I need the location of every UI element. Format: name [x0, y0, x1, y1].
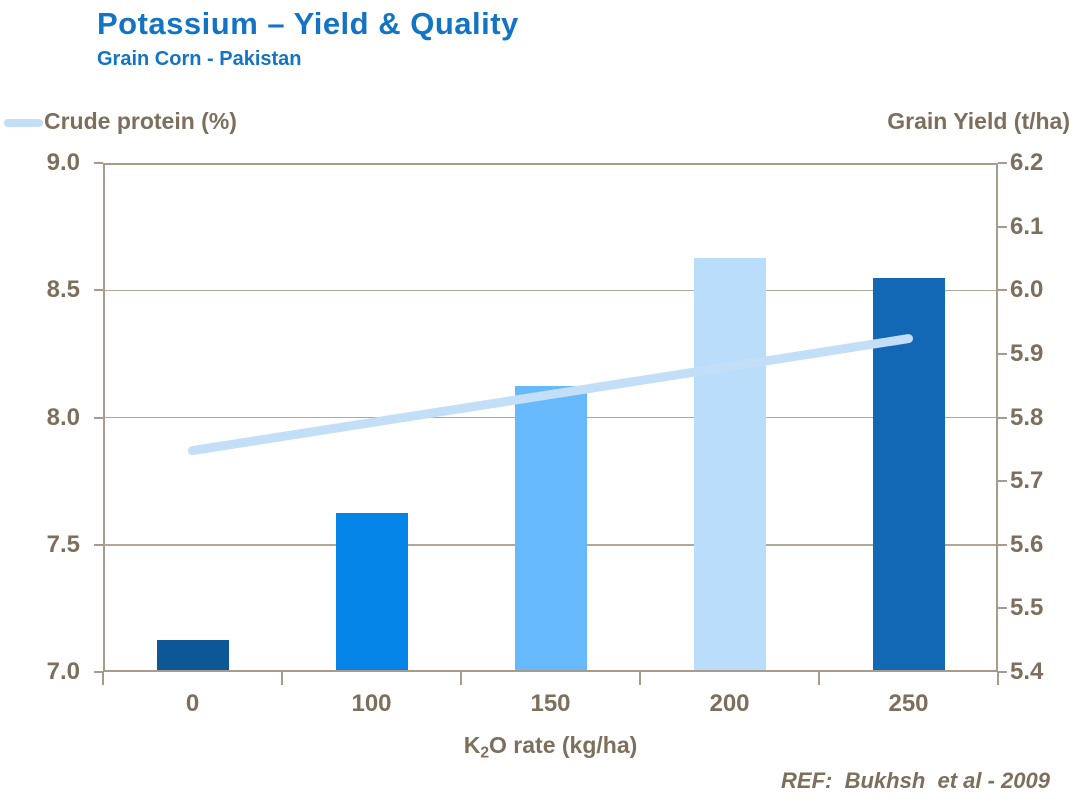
- x-axis-title-prefix: K: [463, 732, 481, 758]
- crude-protein-line: [188, 334, 913, 456]
- x-axis-category-label: 100: [351, 690, 392, 717]
- x-axis-tick-mark: [102, 672, 104, 685]
- left-axis-tick-label: 9.0: [46, 149, 80, 176]
- right-axis-tick-label: 5.5: [1010, 594, 1044, 622]
- x-axis-tick-mark: [997, 672, 999, 685]
- right-axis-tick-label: 5.7: [1010, 467, 1044, 495]
- x-axis-category-label: 150: [530, 690, 571, 717]
- left-axis-tick-mark: [94, 543, 103, 546]
- right-axis-tick-mark: [998, 416, 1007, 419]
- left-axis-tick-mark: [94, 289, 103, 292]
- left-axis-tick-mark: [94, 416, 103, 419]
- x-axis-category-label: 0: [185, 690, 200, 717]
- x-axis-title: K2O rate (kg/ha): [103, 732, 998, 762]
- left-axis-tick-label: 8.0: [46, 403, 80, 431]
- right-axis-tick-label: 5.9: [1010, 339, 1044, 367]
- x-axis-title-suffix: O rate (kg/ha): [489, 732, 638, 758]
- grain-yield-bar: [335, 512, 408, 672]
- grain-yield-bar: [693, 258, 766, 672]
- x-axis-tick-mark: [818, 672, 820, 685]
- right-axis-tick-mark: [998, 225, 1007, 228]
- chart-title: Potassium – Yield & Quality: [97, 6, 519, 41]
- right-axis-tick-label: 5.4: [1010, 658, 1044, 685]
- right-axis-tick-mark: [998, 480, 1007, 483]
- x-axis-category-label: 200: [709, 690, 750, 717]
- right-axis-tick-label: 6.1: [1010, 212, 1044, 240]
- crude-protein-line-legend-swatch: [4, 119, 43, 127]
- right-axis-tick-mark: [998, 607, 1007, 610]
- reference-text: REF: Bukhsh et al - 2009: [781, 768, 1050, 793]
- x-axis-tick-mark: [639, 672, 641, 685]
- plot-area: [103, 163, 998, 672]
- left-axis-tick-label: 8.5: [46, 276, 80, 304]
- chart-subtitle: Grain Corn - Pakistan: [97, 48, 302, 70]
- grain-yield-bar: [514, 385, 587, 672]
- left-axis-tick-mark: [94, 671, 103, 673]
- left-axis-title: Crude protein (%): [44, 108, 237, 134]
- gridline: [103, 289, 998, 291]
- x-axis-tick-mark: [281, 672, 283, 685]
- right-axis-tick-label: 6.2: [1010, 149, 1044, 176]
- x-axis-tick-mark: [460, 672, 462, 685]
- right-axis-tick-mark: [998, 671, 1007, 673]
- right-axis-tick-mark: [998, 289, 1007, 292]
- x-axis-title-subscript: 2: [480, 744, 490, 762]
- right-axis-title: Grain Yield (t/ha): [887, 108, 1070, 134]
- left-axis-tick-label: 7.0: [46, 658, 80, 685]
- right-axis-tick-label: 5.6: [1010, 530, 1044, 558]
- left-axis-tick-mark: [94, 162, 103, 164]
- right-axis-tick-mark: [998, 352, 1007, 355]
- left-axis-tick-label: 7.5: [46, 530, 80, 558]
- x-axis-category-label: 250: [888, 690, 929, 717]
- right-axis-tick-label: 6.0: [1010, 276, 1044, 304]
- right-axis-tick-mark: [998, 162, 1007, 164]
- right-axis-tick-label: 5.8: [1010, 403, 1044, 431]
- right-axis-tick-mark: [998, 543, 1007, 546]
- grain-yield-bar: [156, 640, 229, 672]
